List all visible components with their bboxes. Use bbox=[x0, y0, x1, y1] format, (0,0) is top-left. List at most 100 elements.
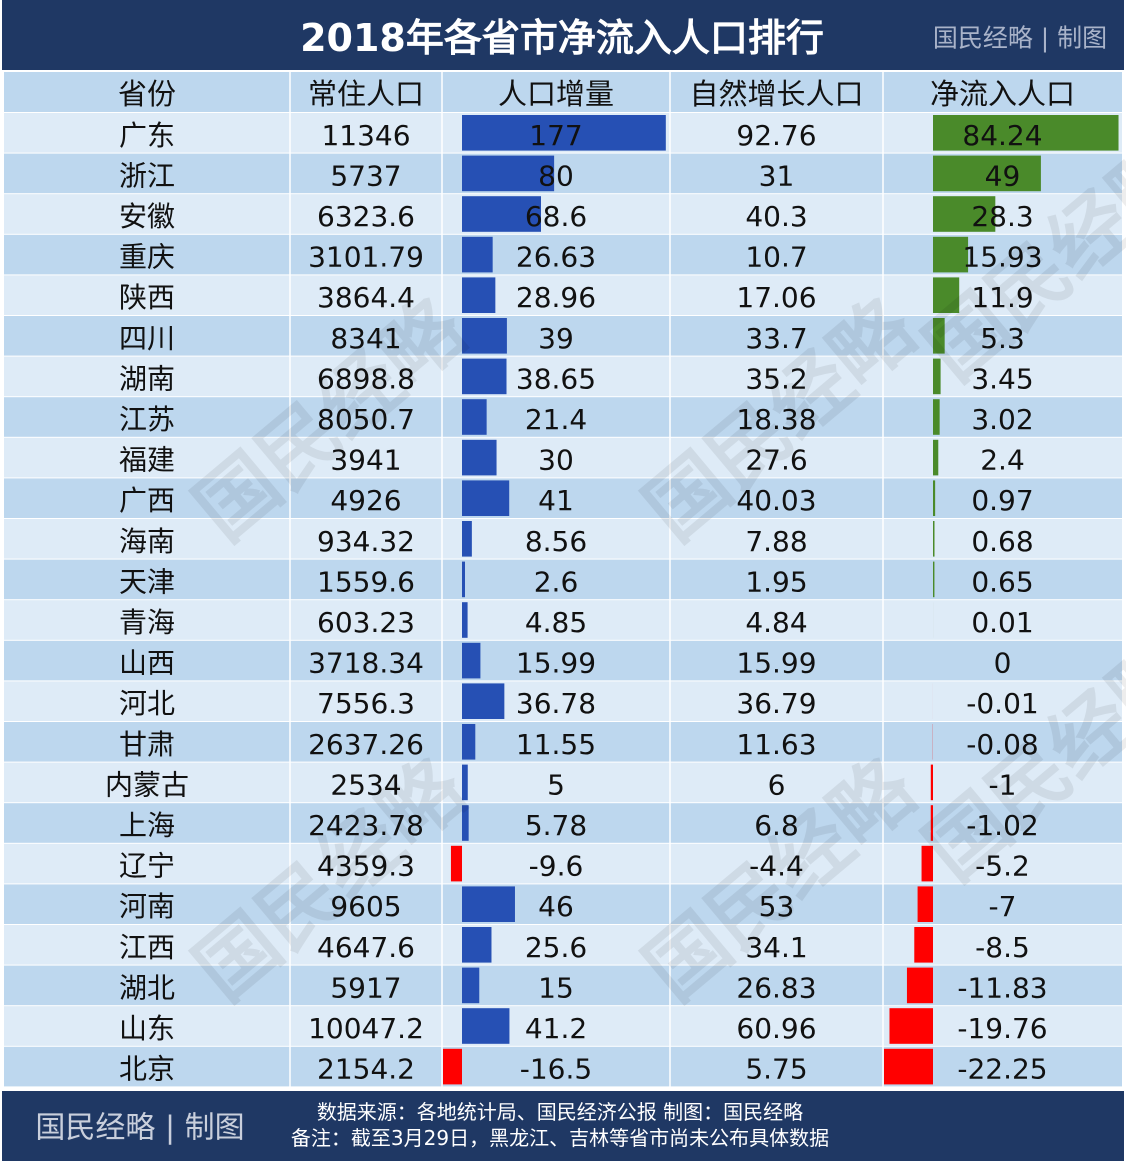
cell-value: 8050.7 bbox=[317, 403, 415, 436]
cell-value: 41 bbox=[538, 484, 574, 517]
data-bar bbox=[933, 561, 935, 598]
province: 浙江 bbox=[119, 159, 175, 192]
cell-value: 3.02 bbox=[971, 403, 1033, 436]
cell-value: 15.99 bbox=[516, 647, 596, 680]
cell-value: 1.95 bbox=[745, 565, 807, 598]
province: 北京 bbox=[119, 1053, 175, 1086]
title-brand: 国民经略 | 制图 bbox=[933, 24, 1107, 53]
data-bar bbox=[462, 115, 666, 151]
cell-value: 603.23 bbox=[317, 606, 415, 639]
cell-value: 0.68 bbox=[971, 525, 1033, 558]
data-bar bbox=[933, 480, 936, 516]
data-bar bbox=[462, 561, 465, 598]
cell-value: 0.01 bbox=[971, 606, 1033, 639]
cell-value: 84.24 bbox=[962, 119, 1042, 152]
data-bar bbox=[462, 927, 492, 963]
province: 广东 bbox=[119, 119, 175, 152]
cell-value: 9605 bbox=[330, 890, 401, 923]
cell-value: 0.97 bbox=[971, 484, 1033, 517]
cell-value: 27.6 bbox=[745, 444, 807, 477]
cell-value: 60.96 bbox=[736, 1012, 816, 1045]
cell-value: 36.79 bbox=[736, 687, 816, 720]
data-bar bbox=[933, 521, 935, 557]
province: 海南 bbox=[119, 525, 175, 558]
row-bg bbox=[4, 681, 1122, 721]
cell-value: 80 bbox=[538, 159, 574, 192]
data-bar bbox=[450, 845, 462, 882]
header-row bbox=[4, 72, 1122, 112]
cell-value: 46 bbox=[538, 890, 574, 923]
cell-value: -5.2 bbox=[975, 850, 1030, 883]
footer-source: 数据来源：各地统计局、国民经济公报 制图：国民经略 bbox=[317, 1100, 803, 1124]
cell-value: 10047.2 bbox=[308, 1012, 424, 1045]
data-bar bbox=[933, 155, 1041, 192]
cell-value: 11.63 bbox=[736, 728, 816, 761]
data-bar bbox=[462, 277, 496, 313]
cell-value: 92.76 bbox=[736, 119, 816, 152]
data-bar bbox=[462, 318, 507, 354]
cell-value: 39 bbox=[538, 322, 574, 355]
province: 河南 bbox=[119, 890, 175, 923]
data-bar bbox=[921, 845, 933, 882]
row-bg bbox=[4, 600, 1122, 640]
cell-value: 4647.6 bbox=[317, 931, 415, 964]
cell-value: 15 bbox=[538, 971, 574, 1004]
province: 山东 bbox=[119, 1012, 175, 1045]
cell-value: -22.25 bbox=[957, 1053, 1047, 1086]
cell-value: 25.6 bbox=[525, 931, 587, 964]
cell-value: 26.63 bbox=[516, 241, 596, 274]
cell-value: 5917 bbox=[330, 971, 401, 1004]
data-bar bbox=[933, 358, 941, 395]
province: 辽宁 bbox=[119, 850, 175, 883]
cell-value: 7556.3 bbox=[317, 687, 415, 720]
footer-brand: 国民经略 | 制图 bbox=[35, 1111, 244, 1146]
row-bg bbox=[4, 803, 1122, 843]
data-bar bbox=[462, 683, 505, 719]
cell-value: 5.78 bbox=[525, 809, 587, 842]
cell-value: 6.8 bbox=[754, 809, 799, 842]
cell-value: 5.3 bbox=[980, 322, 1025, 355]
cell-value: 3101.79 bbox=[308, 241, 424, 274]
data-bar bbox=[933, 318, 945, 354]
data-bar bbox=[889, 1008, 933, 1044]
row-bg bbox=[4, 559, 1122, 600]
column-header: 省份 bbox=[118, 77, 176, 111]
cell-value: 18.38 bbox=[736, 403, 816, 436]
province: 甘肃 bbox=[119, 728, 175, 761]
row-bg bbox=[4, 640, 1122, 681]
data-bar bbox=[462, 521, 472, 557]
column-header: 净流入人口 bbox=[930, 77, 1075, 111]
province: 江苏 bbox=[119, 403, 175, 436]
data-bar bbox=[462, 764, 468, 801]
province: 四川 bbox=[119, 322, 175, 355]
data-bar bbox=[462, 480, 510, 516]
data-bar bbox=[462, 642, 481, 679]
cell-value: 5 bbox=[547, 768, 565, 801]
cell-value: 4359.3 bbox=[317, 850, 415, 883]
data-bar bbox=[462, 196, 541, 232]
province: 山西 bbox=[119, 647, 175, 680]
cell-value: -9.6 bbox=[529, 850, 584, 883]
cell-value: 21.4 bbox=[525, 403, 587, 436]
cell-value: -0.08 bbox=[966, 728, 1038, 761]
data-bar bbox=[933, 277, 960, 313]
data-bar bbox=[930, 764, 933, 801]
cell-value: 4926 bbox=[330, 484, 401, 517]
cell-value: 11346 bbox=[321, 119, 410, 152]
cell-value: 2.6 bbox=[534, 565, 579, 598]
data-bar bbox=[462, 724, 476, 760]
row-bg bbox=[4, 762, 1122, 803]
cell-value: 8.56 bbox=[525, 525, 587, 558]
data-bar bbox=[462, 1008, 510, 1044]
cell-value: 40.3 bbox=[745, 200, 807, 233]
row-bg bbox=[4, 884, 1122, 924]
data-bar bbox=[930, 805, 933, 841]
cell-value: 15.99 bbox=[736, 647, 816, 680]
data-bar bbox=[906, 967, 933, 1004]
cell-value: 33.7 bbox=[745, 322, 807, 355]
data-bar bbox=[933, 115, 1119, 151]
data-bar bbox=[933, 236, 969, 273]
cell-value: 49 bbox=[985, 159, 1021, 192]
cell-value: 11.55 bbox=[516, 728, 596, 761]
